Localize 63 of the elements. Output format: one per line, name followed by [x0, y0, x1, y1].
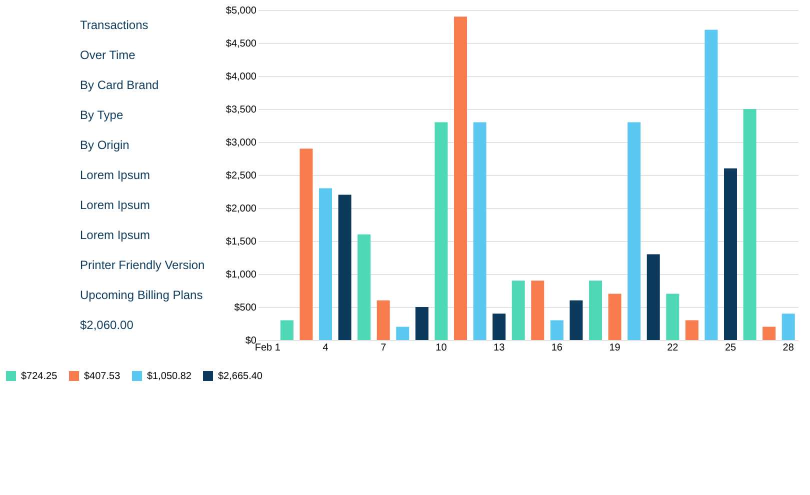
bar — [454, 16, 467, 340]
text: Printer Friendly Version — [80, 258, 205, 272]
bar — [762, 326, 776, 340]
y-tick-label: $1,500 — [226, 236, 257, 248]
y-tick-label: $3,000 — [226, 138, 257, 148]
bar — [589, 280, 602, 340]
bar — [473, 122, 486, 340]
bar — [666, 294, 680, 340]
y-tick-label: $2,500 — [226, 170, 257, 182]
bar — [358, 234, 371, 340]
y-tick-label: $1,000 — [226, 270, 257, 280]
y-tick-label: $4,500 — [226, 38, 257, 50]
legend-label: $1,050.82 — [147, 371, 192, 382]
bar — [628, 122, 641, 340]
bar — [434, 122, 448, 340]
bar — [280, 320, 294, 340]
text: By Type — [80, 108, 124, 122]
legend-label: $407.53 — [84, 371, 121, 382]
bar — [704, 30, 718, 340]
bar — [396, 326, 410, 340]
legend-label: $724.25 — [21, 371, 58, 382]
y-tick-label: $0 — [245, 336, 257, 346]
text: Lorem Ipsum — [80, 198, 150, 212]
x-tick-label: 13 — [494, 342, 506, 354]
text: Over Time — [80, 48, 136, 62]
y-tick-label: $3,500 — [226, 104, 257, 116]
x-tick-label: 7 — [380, 342, 387, 354]
x-tick-label: 10 — [436, 342, 448, 354]
y-tick-label: $5,000 — [226, 6, 257, 16]
legend-label: $2,665.40 — [218, 371, 263, 382]
y-tick-label: $500 — [234, 302, 257, 314]
text: Upcoming Billing Plans — [80, 288, 203, 302]
bar — [550, 320, 564, 340]
bar — [685, 320, 698, 340]
text: Transactions — [80, 18, 148, 32]
text: $2,060.00 — [80, 318, 134, 332]
x-tick-label: 19 — [609, 342, 621, 354]
bar — [743, 109, 756, 340]
text: By Origin — [80, 138, 130, 152]
bar — [415, 307, 428, 340]
bar — [319, 188, 332, 340]
bar — [338, 194, 352, 340]
x-tick-label: 28 — [782, 342, 794, 354]
bar — [646, 254, 660, 340]
text: Lorem Ipsum — [80, 168, 150, 182]
bar — [531, 280, 544, 340]
bar — [724, 168, 737, 340]
x-tick-label: 25 — [724, 342, 736, 354]
bar — [492, 314, 506, 340]
text: Lorem Ipsum — [80, 228, 150, 242]
x-tick-label: 16 — [551, 342, 563, 354]
y-tick-label: $4,000 — [226, 72, 257, 82]
y-tick-label: $2,000 — [226, 204, 257, 214]
bar — [300, 148, 313, 340]
bar — [570, 300, 583, 340]
bar — [782, 314, 795, 340]
bar — [376, 300, 390, 340]
bar — [512, 280, 525, 340]
text: By Card Brand — [80, 78, 159, 92]
bar — [608, 294, 622, 340]
x-tick-label: 22 — [667, 342, 679, 354]
x-tick-label: 4 — [322, 342, 329, 354]
x-tick-label: Feb 1 — [254, 342, 281, 354]
